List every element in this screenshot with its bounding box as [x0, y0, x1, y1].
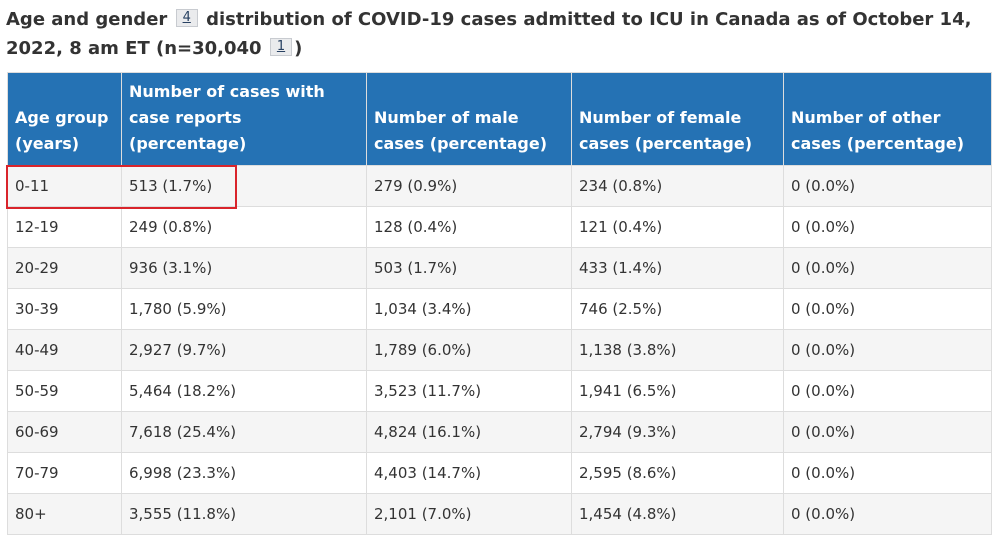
cell-male-cases: 503 (1.7%) — [366, 247, 572, 289]
cell-age-group: 12-19 — [7, 206, 122, 248]
cell-age-group: 80+ — [7, 493, 122, 535]
cell-age-group: 60-69 — [7, 411, 122, 453]
table-row: 12-19 249 (0.8%) 128 (0.4%) 121 (0.4%) 0… — [7, 206, 992, 248]
cell-other-cases: 0 (0.0%) — [783, 452, 992, 494]
cell-cases-with-reports: 1,780 (5.9%) — [121, 288, 367, 330]
cell-age-group: 50-59 — [7, 370, 122, 412]
caption-text-start: Age and gender — [6, 9, 168, 30]
cell-age-group: 0-11 — [7, 165, 122, 207]
cell-female-cases: 1,454 (4.8%) — [571, 493, 784, 535]
cell-male-cases: 3,523 (11.7%) — [366, 370, 572, 412]
cell-cases-with-reports: 936 (3.1%) — [121, 247, 367, 289]
cell-female-cases: 2,595 (8.6%) — [571, 452, 784, 494]
cell-age-group: 20-29 — [7, 247, 122, 289]
cell-cases-with-reports: 249 (0.8%) — [121, 206, 367, 248]
cell-other-cases: 0 (0.0%) — [783, 493, 992, 535]
table-header-row: Age group (years) Number of cases with c… — [7, 72, 992, 166]
cell-female-cases: 1,941 (6.5%) — [571, 370, 784, 412]
table-caption: Age and gender 4 distribution of COVID-1… — [6, 5, 991, 63]
header-cases-with-reports: Number of cases with case reports (perce… — [121, 72, 367, 166]
cell-male-cases: 4,403 (14.7%) — [366, 452, 572, 494]
table-row: 60-69 7,618 (25.4%) 4,824 (16.1%) 2,794 … — [7, 411, 992, 453]
caption-text-middle: distribution of COVID-19 cases admitted … — [6, 9, 972, 59]
cell-other-cases: 0 (0.0%) — [783, 370, 992, 412]
table-row: 40-49 2,927 (9.7%) 1,789 (6.0%) 1,138 (3… — [7, 329, 992, 371]
cell-other-cases: 0 (0.0%) — [783, 165, 992, 207]
caption-text-end: ) — [294, 38, 303, 59]
footnote-link-4[interactable]: 4 — [175, 9, 198, 27]
cell-female-cases: 746 (2.5%) — [571, 288, 784, 330]
cell-age-group: 70-79 — [7, 452, 122, 494]
icu-cases-table: Age group (years) Number of cases with c… — [7, 72, 992, 535]
cell-cases-with-reports: 513 (1.7%) — [121, 165, 367, 207]
cell-female-cases: 2,794 (9.3%) — [571, 411, 784, 453]
cell-other-cases: 0 (0.0%) — [783, 329, 992, 371]
cell-female-cases: 121 (0.4%) — [571, 206, 784, 248]
table-row: 80+ 3,555 (11.8%) 2,101 (7.0%) 1,454 (4.… — [7, 493, 992, 535]
table-row: 50-59 5,464 (18.2%) 3,523 (11.7%) 1,941 … — [7, 370, 992, 412]
cell-other-cases: 0 (0.0%) — [783, 288, 992, 330]
cell-other-cases: 0 (0.0%) — [783, 411, 992, 453]
cell-cases-with-reports: 5,464 (18.2%) — [121, 370, 367, 412]
cell-female-cases: 1,138 (3.8%) — [571, 329, 784, 371]
cell-male-cases: 279 (0.9%) — [366, 165, 572, 207]
cell-age-group: 30-39 — [7, 288, 122, 330]
header-age-group: Age group (years) — [7, 72, 122, 166]
cell-cases-with-reports: 6,998 (23.3%) — [121, 452, 367, 494]
cell-female-cases: 234 (0.8%) — [571, 165, 784, 207]
cell-male-cases: 128 (0.4%) — [366, 206, 572, 248]
table-row: 70-79 6,998 (23.3%) 4,403 (14.7%) 2,595 … — [7, 452, 992, 494]
header-female-cases: Number of female cases (percentage) — [571, 72, 784, 166]
table-row: 0-11 513 (1.7%) 279 (0.9%) 234 (0.8%) 0 … — [7, 165, 992, 207]
cell-other-cases: 0 (0.0%) — [783, 206, 992, 248]
cell-female-cases: 433 (1.4%) — [571, 247, 784, 289]
table-row: 20-29 936 (3.1%) 503 (1.7%) 433 (1.4%) 0… — [7, 247, 992, 289]
table-row: 30-39 1,780 (5.9%) 1,034 (3.4%) 746 (2.5… — [7, 288, 992, 330]
cell-male-cases: 2,101 (7.0%) — [366, 493, 572, 535]
header-other-cases: Number of other cases (percentage) — [783, 72, 992, 166]
cell-other-cases: 0 (0.0%) — [783, 247, 992, 289]
cell-male-cases: 1,034 (3.4%) — [366, 288, 572, 330]
footnote-link-1[interactable]: 1 — [269, 38, 293, 56]
cell-cases-with-reports: 7,618 (25.4%) — [121, 411, 367, 453]
cell-cases-with-reports: 2,927 (9.7%) — [121, 329, 367, 371]
header-male-cases: Number of male cases (percentage) — [366, 72, 572, 166]
cell-male-cases: 1,789 (6.0%) — [366, 329, 572, 371]
cell-cases-with-reports: 3,555 (11.8%) — [121, 493, 367, 535]
cell-male-cases: 4,824 (16.1%) — [366, 411, 572, 453]
cell-age-group: 40-49 — [7, 329, 122, 371]
